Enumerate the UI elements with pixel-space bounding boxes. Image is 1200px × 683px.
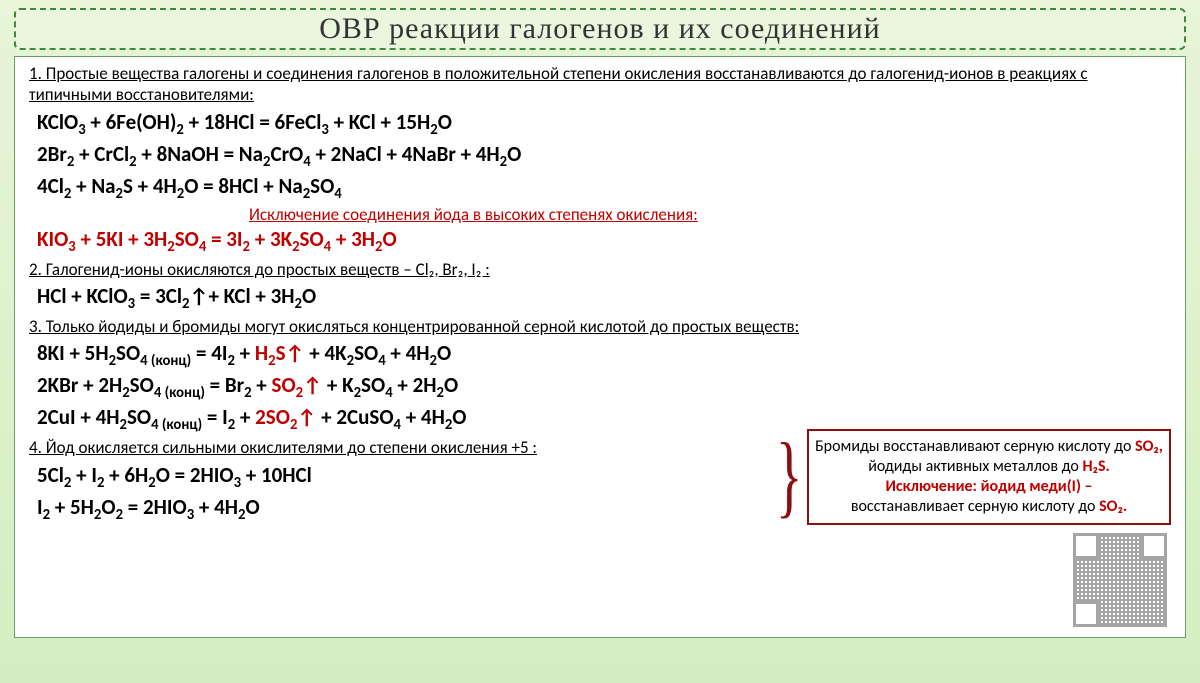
equation-1b: 2Br2 + CrCl2 + 8NaOH = Na2CrO4 + 2NaCl +… [37,140,1171,172]
rule-2: 2. Галогенид-ионы окисляются до простых … [29,259,1171,280]
content-panel: 1. Простые вещества галогены и соединени… [14,56,1186,638]
title-container: ОВР реакции галогенов и их соединений [14,8,1186,50]
equation-2: HCl + KClO3 = 3Cl2↑+ KCl + 3H2O [37,282,1171,314]
rule-3: 3. Только йодиды и бромиды могут окислят… [29,316,1171,337]
qr-code-icon [1073,533,1167,627]
page-title: ОВР реакции галогенов и их соединений [16,12,1184,46]
equation-3b: 2KBr + 2H2SO4 (конц) = Br2 + SO2↑ + K2SO… [37,371,1171,403]
equation-3a: 8KI + 5H2SO4 (конц) = 4I2 + H2S↑ + 4K2SO… [37,339,1171,371]
equation-1a: KClO3 + 6Fe(OH)2 + 18HCl = 6FeCl3 + KCl … [37,108,1171,140]
equation-1c: 4Cl2 + Na2S + 4H2O = 8HCl + Na2SO4 [37,172,1171,204]
rule-1: 1. Простые вещества галогены и соединени… [29,63,1171,106]
side-note-box: Бромиды восстанавливают серную кислоту д… [807,429,1171,525]
exception-note: Исключение соединения йода в высоких сте… [249,204,1171,225]
brace-icon: } [776,429,803,521]
equation-1d: KIO3 + 5KI + 3H2SO4 = 3I2 + 3K2SO4 + 3H2… [37,225,1171,257]
